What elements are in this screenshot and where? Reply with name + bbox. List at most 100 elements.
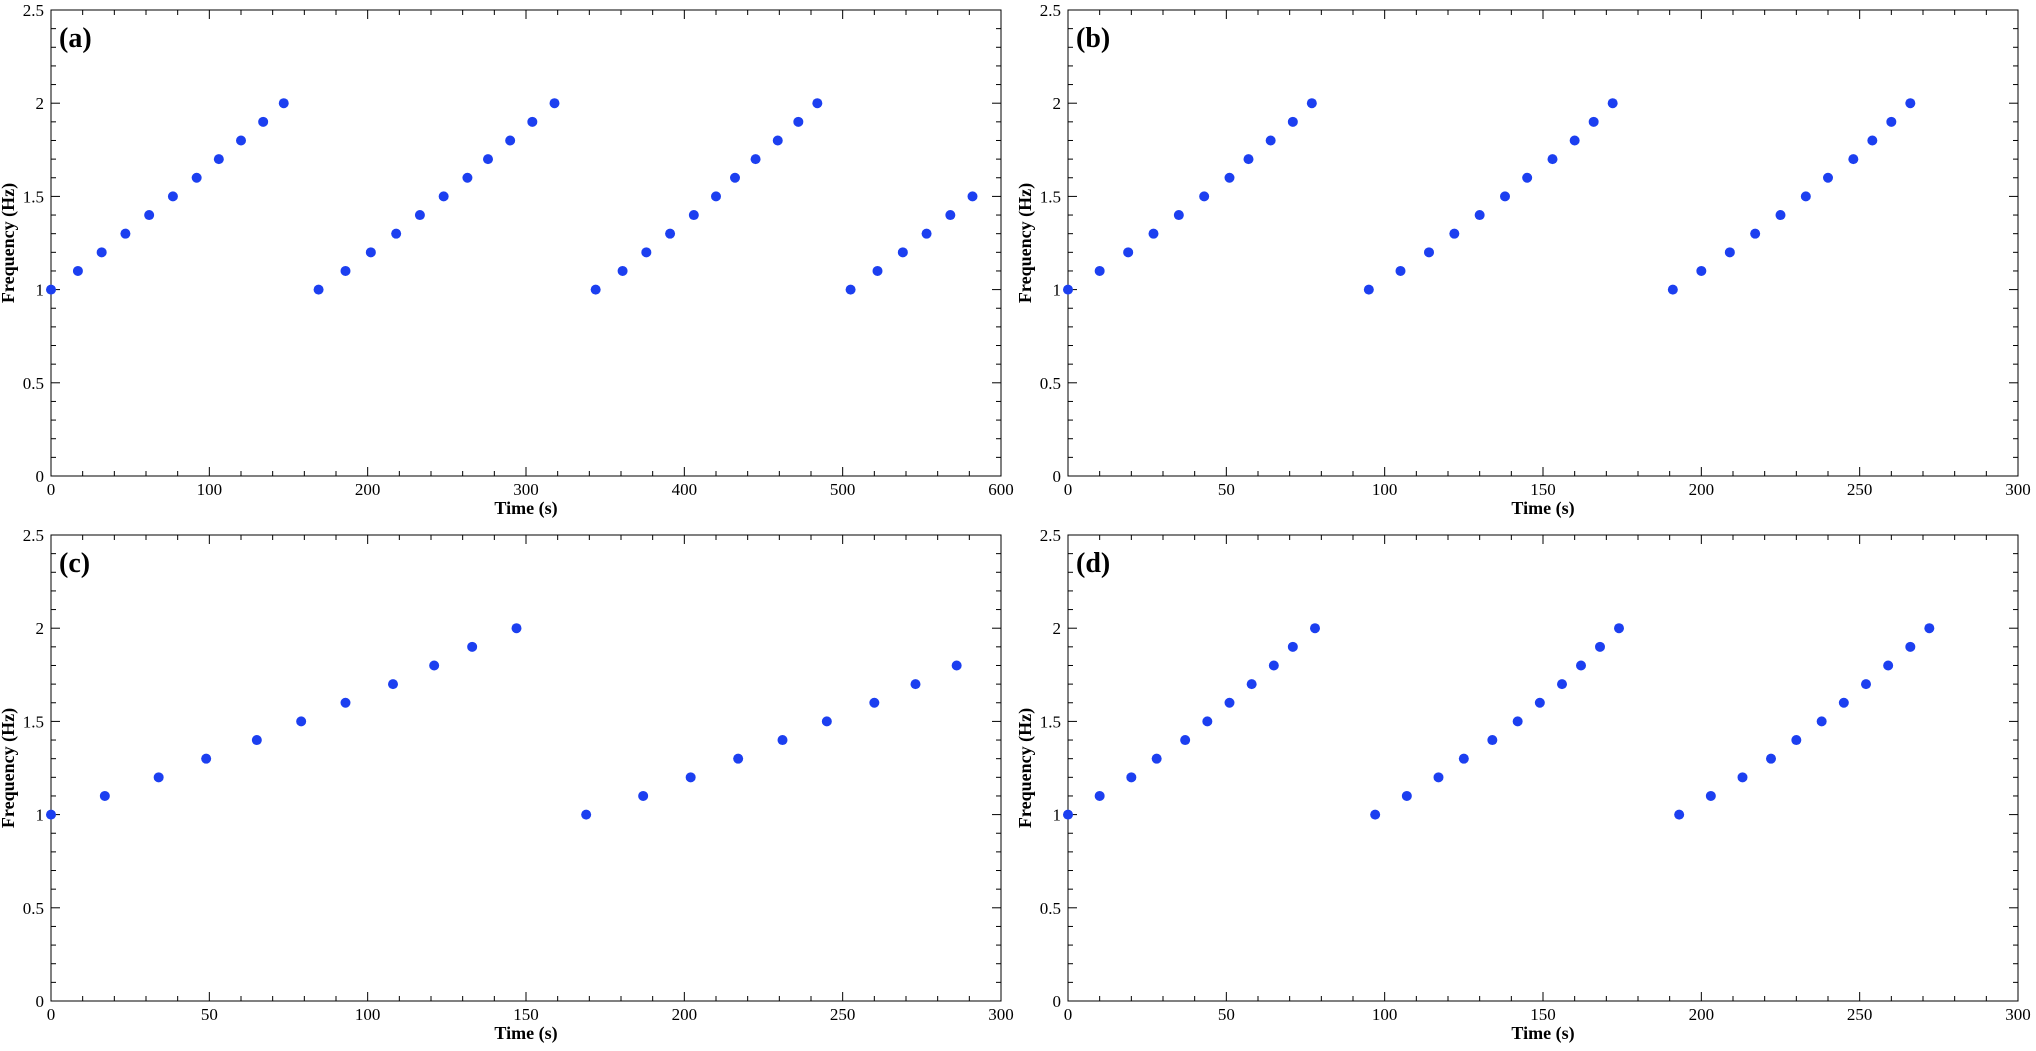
x-tick-label: 50 — [1218, 480, 1235, 499]
y-tick-label: 0.5 — [23, 899, 44, 918]
data-point — [590, 284, 601, 295]
panel-d: 0 50 100 150 200 250 300 0 0.5 1 1.5 2 2.5 Time (s) Fr… — [1015, 526, 2031, 1044]
data-point — [1569, 135, 1580, 146]
y-tick-label: 0 — [1053, 992, 1062, 1011]
x-tick-label: 150 — [1530, 480, 1556, 499]
data-point — [438, 191, 449, 202]
y-tick-label: 1.5 — [23, 712, 44, 731]
data-point — [1886, 116, 1897, 127]
data-point — [1534, 697, 1545, 708]
data-point — [46, 284, 56, 295]
x-tick-label: 300 — [513, 480, 539, 499]
data-point — [750, 154, 761, 165]
data-point — [1838, 697, 1849, 708]
data-point — [1094, 790, 1105, 801]
data-point — [1750, 228, 1761, 239]
data-point — [1180, 735, 1191, 746]
data-point — [777, 735, 788, 746]
data-point — [1487, 735, 1498, 746]
data-point — [1306, 98, 1317, 109]
data-point — [951, 660, 962, 671]
data-point — [1674, 809, 1685, 820]
data-point — [1607, 98, 1618, 109]
x-tick-label: 200 — [672, 1005, 698, 1024]
data-point — [1202, 716, 1213, 727]
data-point — [1363, 284, 1374, 295]
plot-frame — [1067, 9, 2019, 477]
y-tick-label: 1 — [1053, 281, 1062, 300]
x-tick-label: 150 — [513, 1005, 539, 1024]
panel-label: (d) — [1076, 548, 1110, 579]
data-point — [1547, 154, 1558, 165]
data-point — [1151, 753, 1162, 764]
data-point — [711, 191, 721, 202]
data-point — [1924, 623, 1935, 634]
data-point — [467, 641, 478, 652]
data-point — [1063, 284, 1073, 295]
y-tick-label: 0 — [36, 467, 45, 486]
data-point — [641, 247, 652, 258]
data-point — [733, 753, 744, 764]
data-point — [1800, 191, 1811, 202]
data-point — [1401, 790, 1412, 801]
y-tick-label: 0 — [36, 992, 45, 1011]
y-tick-label: 2 — [1053, 94, 1062, 113]
data-point — [1094, 265, 1105, 276]
data-point — [1310, 623, 1320, 634]
y-tick-label: 2.5 — [1040, 1, 1061, 20]
x-tick-label: 250 — [1847, 1005, 1873, 1024]
data-point — [1848, 154, 1859, 165]
data-point — [1791, 735, 1802, 746]
data-point — [278, 98, 289, 109]
y-tick-label: 0.5 — [1040, 374, 1061, 393]
y-axis-label: Frequency (Hz) — [1015, 708, 1036, 828]
x-tick-label: 200 — [1689, 480, 1715, 499]
data-point — [1199, 191, 1210, 202]
panel-c: 0 50 100 150 200 250 300 0 0.5 1 1.5 2 2.5 Time (s) Fr… — [0, 526, 1014, 1044]
data-point — [1823, 172, 1833, 183]
data-point — [1063, 809, 1073, 820]
data-point — [821, 716, 832, 727]
data-point — [845, 284, 856, 295]
data-point — [897, 247, 908, 258]
data-point — [688, 210, 699, 221]
y-tick-label: 0 — [1053, 467, 1062, 486]
data-point — [730, 172, 740, 183]
panel-a: 0 100 200 300 400 500 600 0 0.5 1 1.5 2 2.5 Time (s) F… — [0, 1, 1014, 519]
data-point — [1861, 679, 1871, 690]
data-point — [388, 679, 398, 690]
data-point — [313, 284, 324, 295]
data-point — [391, 228, 402, 239]
data-point — [921, 228, 932, 239]
x-tick-label: 500 — [830, 480, 856, 499]
data-point — [685, 772, 696, 783]
data-point — [1449, 228, 1460, 239]
x-tick-label: 200 — [355, 480, 381, 499]
y-tick-label: 1 — [1053, 806, 1062, 825]
data-point — [46, 809, 56, 820]
data-point — [1246, 679, 1257, 690]
x-tick-label: 250 — [1847, 480, 1873, 499]
y-tick-label: 2.5 — [23, 526, 44, 545]
data-point — [581, 809, 592, 820]
data-point — [483, 154, 493, 165]
data-point — [1458, 753, 1469, 764]
data-point — [812, 98, 823, 109]
data-point — [167, 191, 178, 202]
data-point — [1395, 265, 1406, 276]
x-tick-label: 300 — [2005, 1005, 2031, 1024]
data-point — [1588, 116, 1599, 127]
x-tick-label: 300 — [2005, 480, 2031, 499]
data-point — [1500, 191, 1510, 202]
data-point — [1126, 772, 1137, 783]
y-tick-label: 1 — [36, 806, 45, 825]
data-point — [201, 753, 212, 764]
data-point — [665, 228, 676, 239]
data-point — [1595, 641, 1605, 652]
x-tick-label: 100 — [197, 480, 223, 499]
x-tick-label: 400 — [672, 480, 698, 499]
data-point — [872, 265, 883, 276]
x-tick-label: 50 — [201, 1005, 218, 1024]
data-point — [1123, 247, 1134, 258]
data-point — [1557, 679, 1567, 690]
